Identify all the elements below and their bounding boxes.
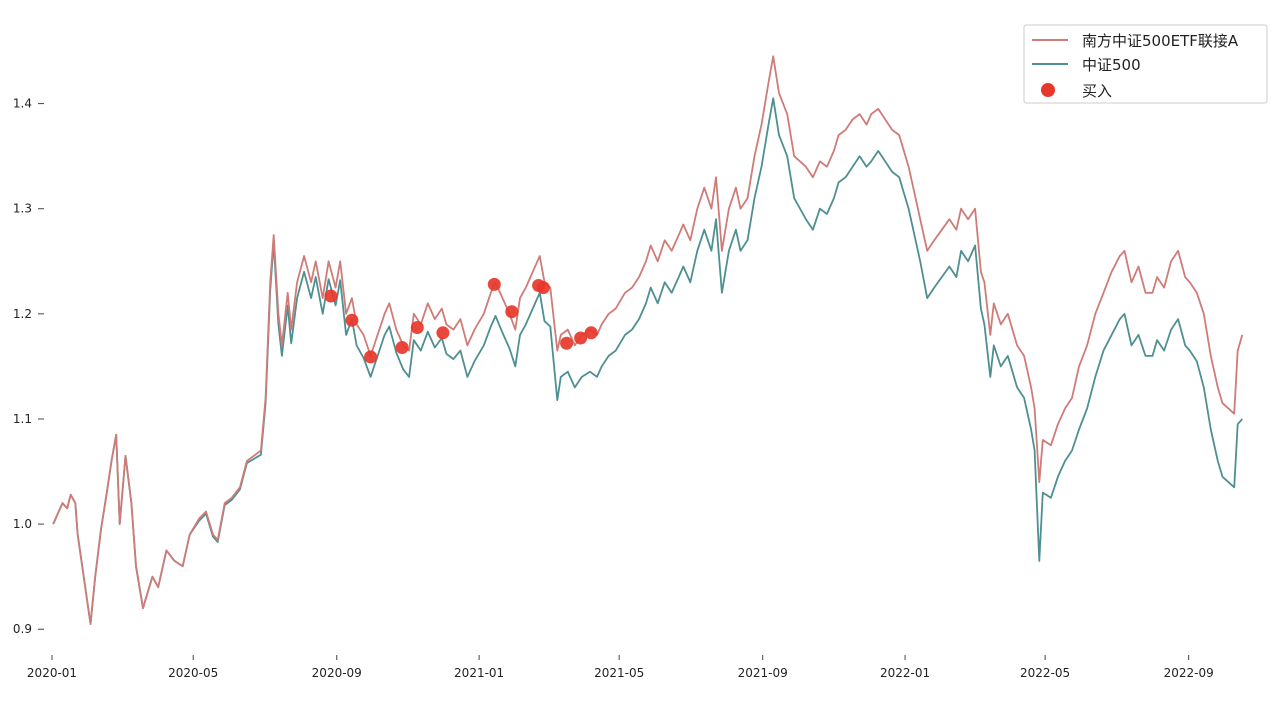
y-axis: 0.9 1.0 1.1 1.2 1.3 1.4 (13, 97, 44, 636)
buy-marker (436, 326, 450, 340)
legend-buy-label: 买入 (1082, 82, 1112, 100)
x-tick-label: 2020-05 (168, 666, 218, 680)
y-tick-label: 1.0 (13, 517, 32, 531)
buy-marker (574, 331, 588, 345)
x-tick-label: 2020-01 (27, 666, 77, 680)
buy-marker (487, 277, 501, 291)
legend-index-label: 中证500 (1082, 56, 1141, 74)
legend-box (1023, 24, 1268, 104)
buy-marker (324, 289, 338, 303)
buy-marker (410, 321, 424, 334)
x-tick-label: 2021-01 (454, 666, 504, 680)
buy-marker (345, 313, 359, 327)
buy-marker (505, 305, 519, 319)
x-tick-label: 2022-09 (1164, 666, 1214, 680)
x-tick-label: 2022-01 (880, 666, 930, 680)
fund-series-line (52, 55, 1244, 625)
x-tick-label: 2020-09 (312, 666, 362, 680)
x-tick-label: 2022-05 (1020, 666, 1070, 680)
y-tick-label: 1.3 (13, 202, 32, 216)
x-tick-label: 2021-05 (594, 666, 644, 680)
legend-fund-label: 南方中证500ETF联接A (1082, 32, 1239, 50)
x-axis: 2020-01 2020-05 2020-09 2021-01 2021-05 2021-… (27, 655, 1214, 680)
y-tick-label: 1.2 (13, 307, 32, 321)
buy-marker (560, 336, 574, 350)
buy-markers (324, 277, 598, 364)
legend: 南方中证500ETF联接A 中证500 买入 (1023, 24, 1268, 104)
index-series-line (52, 97, 1243, 625)
y-tick-label: 0.9 (13, 622, 32, 636)
y-tick-label: 1.4 (13, 97, 32, 111)
plot-lines (52, 55, 1244, 625)
buy-marker (364, 350, 378, 364)
y-tick-label: 1.1 (13, 412, 32, 426)
buy-marker (536, 281, 550, 295)
buy-marker (584, 326, 598, 340)
legend-buy-swatch (1041, 83, 1055, 97)
buy-marker (395, 341, 409, 354)
x-tick-label: 2021-09 (738, 666, 788, 680)
